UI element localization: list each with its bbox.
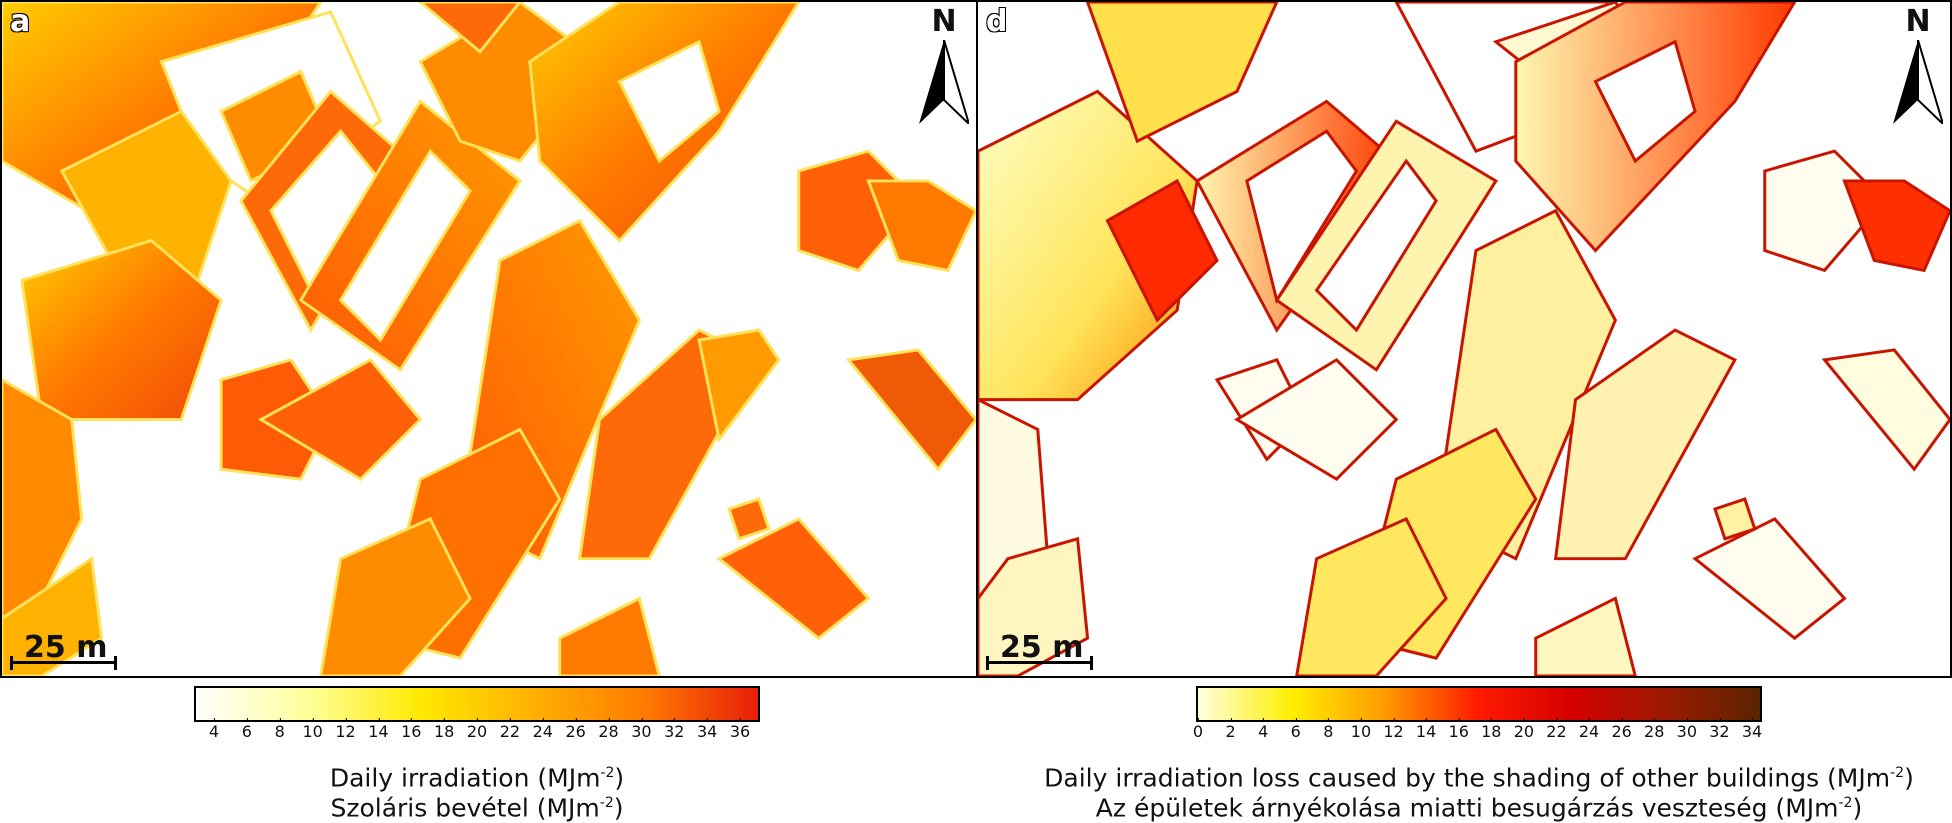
legend-a: 4 6 8 10 12 14 16 18 20 22 24 26 28 30 32 34 36 Daily ir… xyxy=(194,686,760,822)
colorbar-tick-label: 2 xyxy=(1225,718,1236,741)
colorbar-tick-label: 12 xyxy=(335,718,356,741)
colorbar-tick-label: 10 xyxy=(302,718,323,741)
panel-letter-d: d xyxy=(986,4,1008,39)
colorbar-ticks-a: 4 6 8 10 12 14 16 18 20 22 24 26 28 30 32 34 36 xyxy=(194,718,760,748)
legend-d: 0 2 4 6 8 10 12 14 16 18 20 22 24 26 28 30 32 34 Daily ir… xyxy=(1044,686,1914,822)
colorbar-a xyxy=(194,686,760,722)
irradiation-map-a xyxy=(2,2,976,676)
colorbar-ticks-d: 0 2 4 6 8 10 12 14 16 18 20 22 24 26 28 30 32 34 xyxy=(1192,718,1763,748)
colorbar-tick-label: 18 xyxy=(1481,718,1502,741)
north-label-a: N xyxy=(931,4,957,39)
colorbar-tick-label: 28 xyxy=(1644,718,1665,741)
north-arrow-icon xyxy=(919,40,969,124)
colorbar-tick-label: 32 xyxy=(664,718,685,741)
colorbar-tick-label: 6 xyxy=(1290,718,1301,741)
map-panel-a: a N 25 m xyxy=(0,0,978,678)
colorbar-tick-label: 32 xyxy=(1709,718,1730,741)
scale-bar-a: 25 m xyxy=(10,630,120,670)
legend-title-en-a: Daily irradiation (MJm-2) xyxy=(329,763,625,793)
colorbar-tick-label: 18 xyxy=(433,718,455,741)
colorbar-tick-label: 14 xyxy=(368,718,389,741)
colorbar-tick-label: 26 xyxy=(1611,718,1632,741)
colorbar-d xyxy=(1196,686,1762,722)
scale-bar-d: 25 m xyxy=(986,630,1096,670)
north-arrow-a: N xyxy=(914,4,974,124)
colorbar-tick-label: 6 xyxy=(241,718,252,741)
legend-title-hu-d: Az épületek árnyékolása miatti besugárzá… xyxy=(1095,793,1863,823)
colorbar-tick-label: 34 xyxy=(1741,718,1763,741)
colorbar-tick-label: 22 xyxy=(499,718,521,741)
colorbar-tick-label: 8 xyxy=(274,718,285,741)
legend-title-en-d: Daily irradiation loss caused by the sha… xyxy=(1044,763,1914,793)
colorbar-tick-label: 24 xyxy=(532,718,553,741)
colorbar-tick-label: 34 xyxy=(696,718,718,741)
colorbar-tick-label: 14 xyxy=(1415,718,1437,741)
north-label-d: N xyxy=(1905,4,1931,39)
north-arrow-d: N xyxy=(1888,4,1948,124)
colorbar-tick-label: 12 xyxy=(1383,718,1404,741)
colorbar-tick-label: 20 xyxy=(466,718,488,741)
colorbar-tick-label: 10 xyxy=(1350,718,1372,741)
scale-label-d: 25 m xyxy=(1000,630,1084,665)
legend-title-hu-a: Szoláris bevétel (MJm-2) xyxy=(330,793,624,823)
colorbar-tick-label: 30 xyxy=(1676,718,1697,741)
colorbar-tick-label: 36 xyxy=(729,718,751,741)
colorbar-tick-label: 30 xyxy=(631,718,652,741)
colorbar-tick-label: 16 xyxy=(1448,718,1469,741)
colorbar-tick-label: 24 xyxy=(1578,718,1600,741)
colorbar-tick-label: 28 xyxy=(598,718,619,741)
irradiation-loss-map-d xyxy=(978,2,1950,676)
map-panel-d: d N 25 m xyxy=(976,0,1952,678)
colorbar-tick-label: 4 xyxy=(208,718,220,741)
colorbar-tick-label: 22 xyxy=(1546,718,1567,741)
colorbar-tick-label: 16 xyxy=(401,718,422,741)
colorbar-tick-label: 4 xyxy=(1258,718,1269,741)
scale-label-a: 25 m xyxy=(24,630,108,665)
north-arrow-icon xyxy=(1893,40,1943,124)
colorbar-tick-label: 0 xyxy=(1192,718,1204,741)
colorbar-tick-label: 8 xyxy=(1323,718,1334,741)
panel-letter-a: a xyxy=(10,4,31,39)
colorbar-tick-label: 26 xyxy=(565,718,586,741)
colorbar-tick-label: 20 xyxy=(1513,718,1535,741)
